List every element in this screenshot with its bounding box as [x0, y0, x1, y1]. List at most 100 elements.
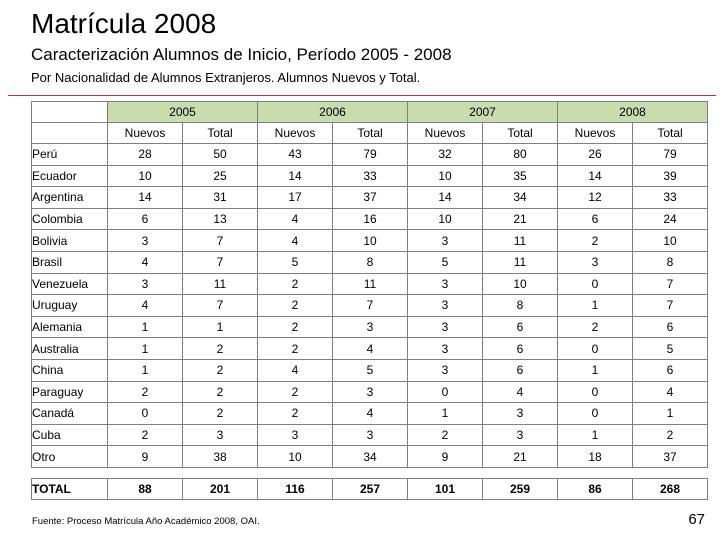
value-cell: 37: [332, 186, 408, 209]
value-cell: 3: [257, 423, 333, 447]
value-cell: 101: [407, 477, 483, 500]
value-cell: 1: [407, 402, 483, 425]
country-name-cell: Alemania: [31, 315, 108, 339]
year-header-2006: 2006: [257, 101, 408, 123]
value-cell: 2: [257, 380, 333, 404]
value-cell: 33: [632, 186, 708, 209]
value-cell: 7: [332, 294, 408, 317]
table-row: Otro 9 38 10 34 9 21 18 37: [31, 445, 708, 468]
value-cell: 10: [107, 164, 183, 188]
value-cell: 4: [332, 402, 408, 425]
value-cell: 3: [107, 229, 183, 252]
value-cell: 6: [482, 358, 558, 382]
value-cell: 5: [257, 250, 333, 274]
value-cell: 79: [332, 143, 408, 166]
value-cell: 1: [107, 315, 183, 339]
enrollment-table: 2005 2006 2007 2008 Nuevos Total Nuevos …: [31, 101, 708, 500]
value-cell: 6: [107, 207, 183, 231]
value-cell: 257: [332, 477, 408, 500]
value-cell: 2: [182, 402, 258, 425]
table-row: Cuba 2 3 3 3 2 3 1 2: [31, 423, 708, 447]
country-name-cell: Colombia: [31, 207, 108, 231]
value-cell: 3: [557, 250, 633, 274]
value-cell: 7: [632, 272, 708, 296]
value-cell: 2: [257, 402, 333, 425]
country-name-cell: Venezuela: [31, 272, 108, 296]
value-cell: 14: [257, 164, 333, 188]
table-row: Paraguay 2 2 2 3 0 4 0 4: [31, 380, 708, 404]
table-row: China 1 2 4 5 3 6 1 6: [31, 358, 708, 382]
country-name-cell: Bolivia: [31, 229, 108, 252]
value-cell: 2: [182, 337, 258, 360]
value-cell: 0: [557, 337, 633, 360]
value-cell: 28: [107, 143, 183, 166]
value-cell: 14: [407, 186, 483, 209]
value-cell: 11: [182, 272, 258, 296]
page-description: Por Nacionalidad de Alumnos Extranjeros.…: [31, 70, 421, 85]
value-cell: 88: [107, 477, 183, 500]
value-cell: 10: [332, 229, 408, 252]
value-cell: 0: [557, 380, 633, 404]
value-cell: 50: [182, 143, 258, 166]
value-cell: 4: [257, 229, 333, 252]
subheader-cell: Nuevos: [257, 122, 333, 144]
value-cell: 2: [257, 272, 333, 296]
value-cell: 26: [557, 143, 633, 166]
value-cell: 1: [107, 358, 183, 382]
country-name-cell: Argentina: [31, 186, 108, 209]
subheader-cell: Total: [482, 122, 558, 144]
table-row: Venezuela 3 11 2 11 3 10 0 7: [31, 272, 708, 296]
country-name-cell: Uruguay: [31, 294, 108, 317]
value-cell: 10: [407, 207, 483, 231]
value-cell: 2: [182, 358, 258, 382]
country-name-cell: Perú: [31, 143, 108, 166]
value-cell: 37: [632, 445, 708, 468]
subheader-cell: Total: [632, 122, 708, 144]
table-row: Uruguay 4 7 2 7 3 8 1 7: [31, 294, 708, 317]
source-note: Fuente: Proceso Matrícula Año Académico …: [32, 516, 260, 527]
value-cell: 7: [182, 229, 258, 252]
subheader-cell: Nuevos: [107, 122, 183, 144]
table-row: Australia 1 2 2 4 3 6 0 5: [31, 337, 708, 360]
corner-blank-cell: [31, 122, 108, 144]
value-cell: 10: [632, 229, 708, 252]
value-cell: 4: [632, 380, 708, 404]
value-cell: 35: [482, 164, 558, 188]
value-cell: 259: [482, 477, 558, 500]
value-cell: 9: [107, 445, 183, 468]
value-cell: 34: [482, 186, 558, 209]
value-cell: 5: [407, 250, 483, 274]
value-cell: 8: [482, 294, 558, 317]
value-cell: 2: [257, 315, 333, 339]
value-cell: 4: [482, 380, 558, 404]
value-cell: 3: [407, 272, 483, 296]
value-cell: 8: [332, 250, 408, 274]
value-cell: 201: [182, 477, 258, 500]
value-cell: 14: [107, 186, 183, 209]
value-cell: 24: [632, 207, 708, 231]
value-cell: 13: [182, 207, 258, 231]
value-cell: 18: [557, 445, 633, 468]
value-cell: 6: [632, 315, 708, 339]
value-cell: 5: [332, 358, 408, 382]
value-cell: 3: [407, 358, 483, 382]
value-cell: 5: [632, 337, 708, 360]
year-header-row: 2005 2006 2007 2008: [31, 101, 708, 123]
value-cell: 4: [332, 337, 408, 360]
value-cell: 1: [107, 337, 183, 360]
country-name-cell: Paraguay: [31, 380, 108, 404]
country-name-cell: China: [31, 358, 108, 382]
value-cell: 80: [482, 143, 558, 166]
value-cell: 3: [407, 294, 483, 317]
year-header-2005: 2005: [107, 101, 258, 123]
value-cell: 14: [557, 164, 633, 188]
value-cell: 0: [407, 380, 483, 404]
table-row: Ecuador 10 25 14 33 10 35 14 39: [31, 164, 708, 188]
value-cell: 268: [632, 477, 708, 500]
country-name-cell: Otro: [31, 445, 108, 468]
value-cell: 11: [482, 229, 558, 252]
value-cell: 116: [257, 477, 333, 500]
value-cell: 3: [407, 337, 483, 360]
table-row: Alemania 1 1 2 3 3 6 2 6: [31, 315, 708, 339]
total-row: TOTAL 88 201 116 257 101 259 86 268: [31, 477, 708, 500]
